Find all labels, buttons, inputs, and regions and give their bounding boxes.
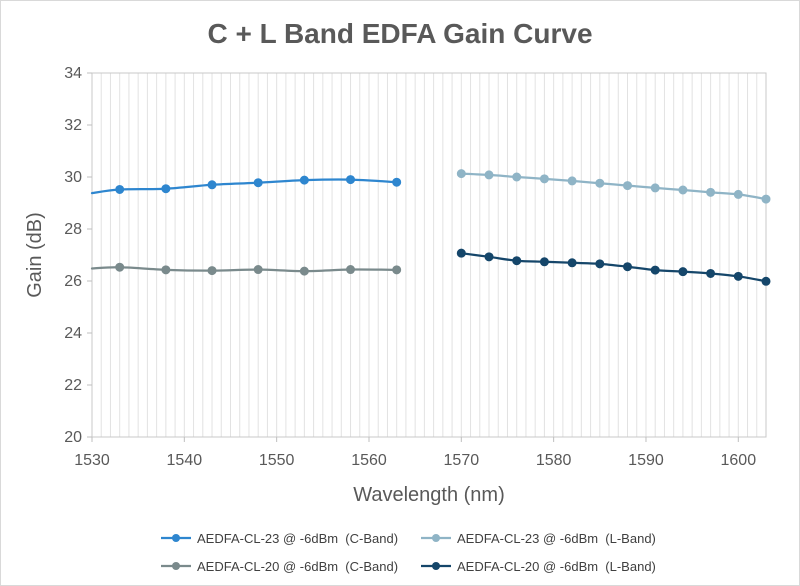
data-point <box>456 248 466 258</box>
x-tick-label: 1550 <box>259 452 295 469</box>
data-point <box>595 178 605 188</box>
x-tick-label: 1570 <box>444 452 480 469</box>
data-point <box>567 258 577 268</box>
data-point <box>512 172 522 182</box>
data-point <box>253 178 263 188</box>
data-point <box>207 266 217 276</box>
legend-item: AEDFA-CL-23 @ -6dBm (L-Band) <box>421 531 656 546</box>
legend: AEDFA-CL-23 @ -6dBm (C-Band) AEDFA-CL-23 … <box>161 531 656 574</box>
data-point <box>161 265 171 275</box>
legend-label: AEDFA-CL-23 @ -6dBm (L-Band) <box>457 531 656 546</box>
series-4 <box>456 248 771 286</box>
x-tick-label: 1530 <box>74 452 110 469</box>
data-point <box>299 266 309 276</box>
plot-area-frame <box>91 72 767 438</box>
data-point <box>733 189 743 199</box>
data-point <box>623 181 633 191</box>
data-point <box>207 180 217 190</box>
data-point <box>678 267 688 277</box>
x-tick-label: 1600 <box>721 452 757 469</box>
data-point <box>539 174 549 184</box>
series-2 <box>456 169 771 204</box>
grid <box>100 73 758 437</box>
data-point <box>456 169 466 179</box>
series <box>90 169 771 286</box>
data-point <box>299 175 309 185</box>
x-tick-label: 1540 <box>167 452 203 469</box>
legend-swatch-marker <box>172 534 180 542</box>
chart-title: C + L Band EDFA Gain Curve <box>207 18 592 49</box>
x-tick-label: 1590 <box>628 452 664 469</box>
legend-swatch-marker <box>432 562 440 570</box>
data-point <box>161 184 171 194</box>
x-tick-label: 1560 <box>351 452 387 469</box>
data-point <box>115 262 125 272</box>
legend-swatch-marker <box>432 534 440 542</box>
legend-item: AEDFA-CL-20 @ -6dBm (C-Band) <box>161 559 398 574</box>
series-3 <box>90 262 402 276</box>
data-point <box>706 187 716 197</box>
data-point <box>392 265 402 275</box>
data-point <box>346 175 356 185</box>
data-point <box>484 252 494 262</box>
y-tick-label: 20 <box>64 429 82 446</box>
data-point <box>539 257 549 267</box>
legend-swatch-marker <box>172 562 180 570</box>
legend-label: AEDFA-CL-23 @ -6dBm (C-Band) <box>197 531 398 546</box>
x-tick-label: 1580 <box>536 452 572 469</box>
data-point <box>623 262 633 272</box>
y-tick-label: 22 <box>64 377 82 394</box>
data-point <box>512 256 522 266</box>
data-point <box>253 265 263 275</box>
axes: 20 22 24 26 28 30 32 34 1530 1540 1550 1560 1570 1580… <box>64 65 767 469</box>
y-tick-label: 28 <box>64 221 82 238</box>
data-point <box>346 265 356 275</box>
series-1 <box>90 175 402 195</box>
data-point <box>650 183 660 193</box>
y-tick-label: 32 <box>64 117 82 134</box>
y-axis-title: Gain (dB) <box>24 212 46 298</box>
legend-item: AEDFA-CL-23 @ -6dBm (C-Band) <box>161 531 398 546</box>
data-point <box>595 259 605 269</box>
x-axis-title: Wavelength (nm) <box>353 484 505 506</box>
data-point <box>733 271 743 281</box>
data-point <box>706 268 716 278</box>
legend-item: AEDFA-CL-20 @ -6dBm (L-Band) <box>421 559 656 574</box>
y-tick-label: 24 <box>64 325 82 342</box>
legend-label: AEDFA-CL-20 @ -6dBm (C-Band) <box>197 559 398 574</box>
data-point <box>484 170 494 180</box>
data-point <box>392 177 402 187</box>
data-point <box>678 185 688 195</box>
data-point <box>115 184 125 194</box>
data-point <box>567 176 577 186</box>
data-point <box>650 265 660 275</box>
y-tick-label: 30 <box>64 169 82 186</box>
y-tick-label: 34 <box>64 65 82 82</box>
legend-label: AEDFA-CL-20 @ -6dBm (L-Band) <box>457 559 656 574</box>
data-point <box>761 194 771 204</box>
y-tick-label: 26 <box>64 273 82 290</box>
data-point <box>761 276 771 286</box>
